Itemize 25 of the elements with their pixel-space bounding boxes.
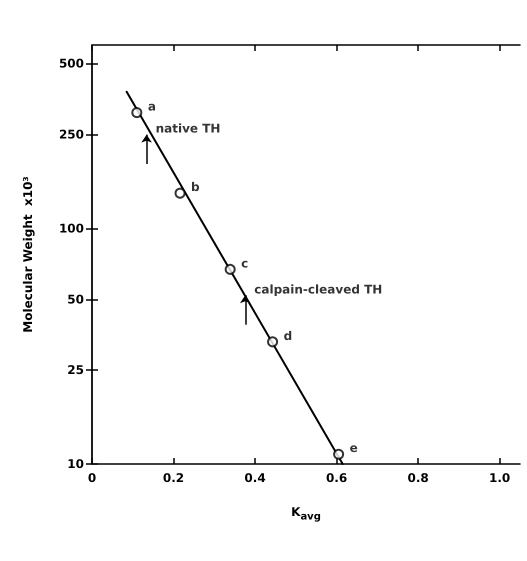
y-tick-label: 100 bbox=[58, 221, 84, 236]
y-tick-label: 250 bbox=[58, 128, 84, 142]
x-tick-label: 0.2 bbox=[162, 471, 184, 485]
point bbox=[131, 107, 142, 118]
y-axis-title: Molecular Weight x10³ bbox=[21, 176, 35, 333]
y-tick-label: 10 bbox=[67, 457, 84, 471]
x-tick-label: 0 bbox=[88, 471, 96, 485]
x-tick-label: 0.6 bbox=[326, 471, 348, 485]
x-tick-label: 0.8 bbox=[407, 471, 429, 485]
annotation: c bbox=[241, 256, 248, 270]
y-tick-label: 50 bbox=[67, 292, 84, 306]
annotation: b bbox=[191, 180, 200, 194]
annotation: native TH bbox=[156, 122, 220, 136]
point bbox=[333, 448, 344, 460]
x-tick-label: 0.4 bbox=[244, 471, 266, 485]
point bbox=[174, 188, 186, 199]
point bbox=[224, 264, 236, 275]
x-tick-label: 1.0 bbox=[488, 471, 510, 485]
annotation: e bbox=[350, 441, 358, 456]
y-tick-label: 25 bbox=[67, 363, 84, 378]
y-tick-label: 500 bbox=[58, 56, 84, 71]
point bbox=[267, 336, 278, 348]
annotation: d bbox=[284, 328, 292, 343]
annotation: calpain-cleaved TH bbox=[254, 282, 382, 296]
annotation: a bbox=[148, 100, 156, 114]
